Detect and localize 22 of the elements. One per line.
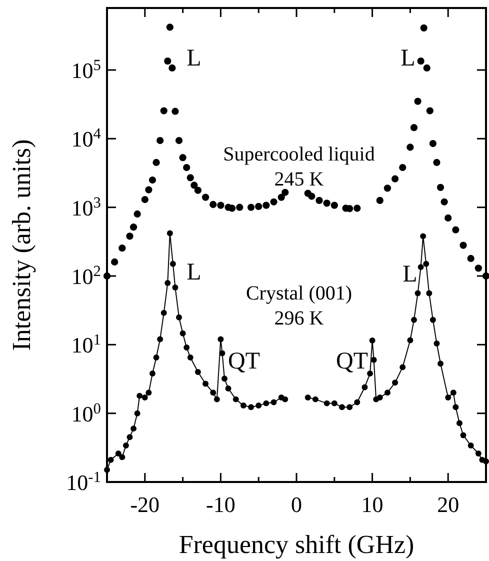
y-tick-label: 10$^{2}$ bbox=[71, 262, 101, 290]
x-tick-label: -20 bbox=[130, 492, 160, 517]
x-tick-label: 20 bbox=[437, 492, 460, 517]
y-axis-title: Intensity (arb. units) bbox=[7, 139, 36, 351]
x-tick-label: -10 bbox=[206, 492, 236, 517]
x-tick-label: 0 bbox=[291, 492, 302, 517]
y-tick-label: 10$^{5}$ bbox=[71, 56, 102, 84]
annotation: Supercooled liquid 245 K bbox=[223, 144, 375, 190]
x-axis-title: Frequency shift (GHz) bbox=[178, 530, 414, 559]
y-tick-label: 10$^{0}$ bbox=[71, 400, 102, 426]
y-tick-label: 10$^{1}$ bbox=[71, 331, 101, 358]
annotation: QT bbox=[336, 348, 368, 374]
annotation: QT bbox=[228, 348, 260, 374]
annotation: L bbox=[400, 45, 416, 72]
y-tick-label: 10$^{-1}$ bbox=[66, 468, 101, 495]
annotation: L bbox=[402, 261, 418, 288]
y-tick-label: 10$^{3}$ bbox=[71, 194, 102, 220]
annotation: L bbox=[186, 45, 202, 72]
x-tick-label: 10 bbox=[361, 492, 384, 517]
annotation: L bbox=[186, 259, 202, 286]
annotation: Crystal (001) 296 K bbox=[246, 282, 352, 330]
y-tick-label: 10$^{4}$ bbox=[71, 125, 102, 152]
